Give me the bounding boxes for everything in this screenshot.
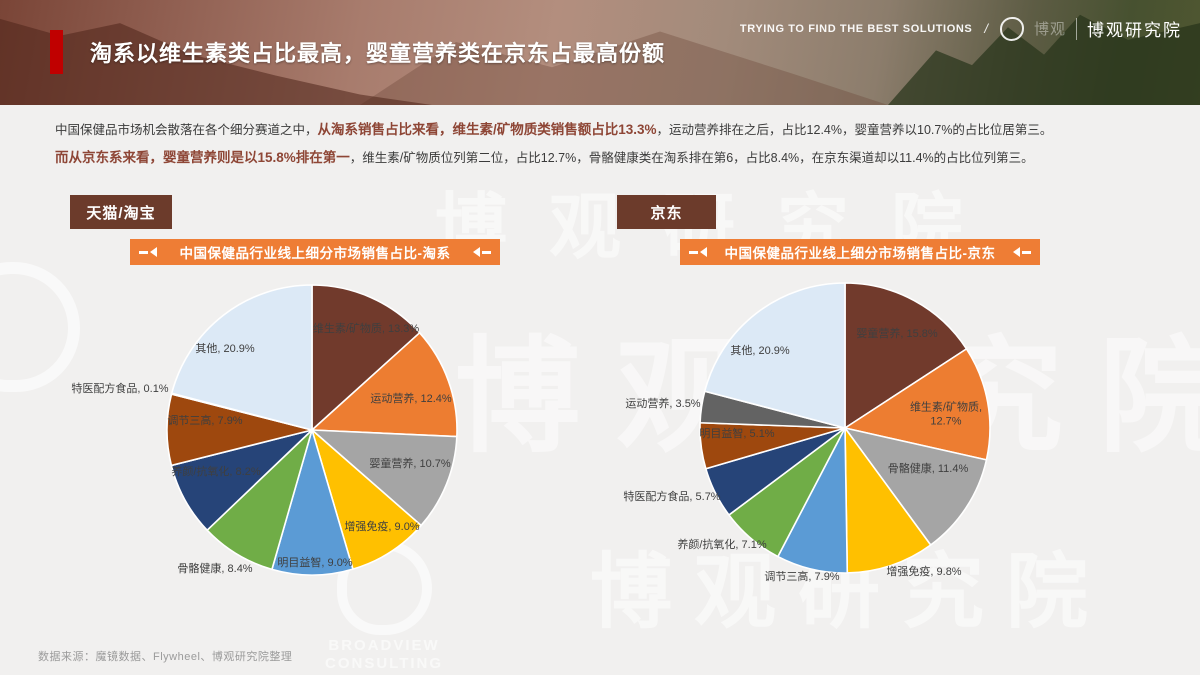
pie-label: 养颜/抗氧化, 7.1% <box>677 539 767 552</box>
pie-label: 调节三高, 7.9% <box>167 415 243 428</box>
pie-label: 维生素/矿物质, 12.7% <box>909 401 983 427</box>
pie-label: 骨骼健康, 8.4% <box>177 563 253 576</box>
chart-title-banner-taobao: 中国保健品行业线上细分市场销售占比-淘系 <box>130 239 500 265</box>
pie-label: 特医配方食品, 5.7% <box>623 491 721 504</box>
pie-label: 其他, 20.9% <box>195 343 255 356</box>
tagline-text: TRYING TO FIND THE BEST SOLUTIONS <box>739 22 973 35</box>
platform-tag-jd: 京东 <box>617 195 716 229</box>
title-accent-bar <box>50 30 63 74</box>
banner-arrow-left-icon <box>139 247 157 257</box>
pie-slice <box>311 429 458 527</box>
pie-label: 骨骼健康, 11.4% <box>887 463 969 476</box>
pie-label: 维生素/矿物质, 13.3% <box>312 323 420 336</box>
pie-chart-taobao: 维生素/矿物质, 13.3% 运动营养, 12.4% 婴童营养, 10.7% 增强免疫… <box>38 273 583 648</box>
pie-svg <box>699 282 991 574</box>
page-title: 淘系以维生素类占比最高，婴童营养类在京东占最高份额 <box>90 41 666 66</box>
pie-label: 其他, 20.9% <box>730 345 790 358</box>
pie-label: 调节三高, 7.9% <box>764 571 840 584</box>
pie-slice <box>311 284 421 431</box>
pie-label: 运动营养, 3.5% <box>625 398 701 411</box>
pie-slice <box>271 429 354 576</box>
pie-chart-jd: 婴童营养, 15.8% 维生素/矿物质, 12.7% 骨骼健康, 11.4% 增强免疫… <box>617 273 1162 648</box>
brand-logo-cn: 博观 <box>1033 21 1066 38</box>
brand-row: TRYING TO FIND THE BEST SOLUTIONS / 博观 博… <box>740 16 1182 41</box>
pie-slice <box>844 282 968 429</box>
pie-slice <box>844 427 988 546</box>
brand-name: 博观研究院 <box>1087 21 1182 41</box>
brand-divider <box>1076 17 1077 40</box>
pie-label: 明目益智, 5.1% <box>699 428 775 441</box>
chart-title: 中国保健品行业线上细分市场销售占比-京东 <box>724 246 996 261</box>
banner-arrow-right-icon <box>1013 247 1031 257</box>
intro-paragraph: 中国保健品市场机会散落在各个细分赛道之中，从淘系销售占比来看，维生素/矿物质类销… <box>55 116 1165 172</box>
pie-slice <box>311 332 458 438</box>
chart-title-banner-jd: 中国保健品行业线上细分市场销售占比-京东 <box>680 239 1040 265</box>
banner-arrow-right-icon <box>473 247 491 257</box>
slash-separator: / <box>984 21 988 36</box>
pie-svg <box>166 284 458 576</box>
pie-label: 增强免疫, 9.0% <box>344 521 420 534</box>
chart-title: 中国保健品行业线上细分市场销售占比-淘系 <box>179 246 451 261</box>
intro-line-2: 而从京东系来看，婴童营养则是以15.8%排在第一，维生素/矿物质位列第二位，占比… <box>55 150 1034 165</box>
header-banner: 淘系以维生素类占比最高，婴童营养类在京东占最高份额 TRYING TO FIND… <box>0 0 1200 105</box>
pie-slice <box>170 284 313 431</box>
platform-tag-taobao: 天猫/淘宝 <box>70 195 172 229</box>
pie-label: 明目益智, 9.0% <box>277 557 353 570</box>
brand-ring-icon <box>999 16 1024 41</box>
pie-label: 婴童营养, 15.8% <box>856 328 938 341</box>
data-source-note: 数据来源：魔镜数据、Flywheel、博观研究院整理 <box>38 651 293 663</box>
pie-label: 特医配方食品, 0.1% <box>71 383 169 396</box>
intro-line-1: 中国保健品市场机会散落在各个细分赛道之中，从淘系销售占比来看，维生素/矿物质类销… <box>55 122 1053 137</box>
banner-arrow-left-icon <box>689 247 707 257</box>
pie-label: 运动营养, 12.4% <box>370 393 452 406</box>
pie-slice <box>703 282 846 429</box>
pie-slice <box>311 429 422 570</box>
pie-label: 养颜/抗氧化, 8.2% <box>171 466 261 479</box>
pie-slice <box>844 348 991 461</box>
pie-label: 婴童营养, 10.7% <box>369 458 451 471</box>
pie-label: 增强免疫, 9.8% <box>886 566 962 579</box>
pie-slice <box>844 427 932 574</box>
